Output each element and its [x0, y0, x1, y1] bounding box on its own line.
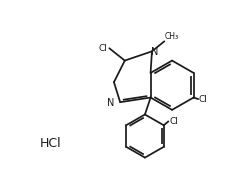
Text: Cl: Cl	[169, 117, 178, 126]
Text: N: N	[151, 47, 159, 57]
Text: N: N	[107, 98, 115, 108]
Text: CH₃: CH₃	[165, 32, 179, 40]
Text: HCl: HCl	[39, 137, 61, 150]
Text: Cl: Cl	[199, 95, 208, 104]
Text: Cl: Cl	[99, 44, 108, 53]
